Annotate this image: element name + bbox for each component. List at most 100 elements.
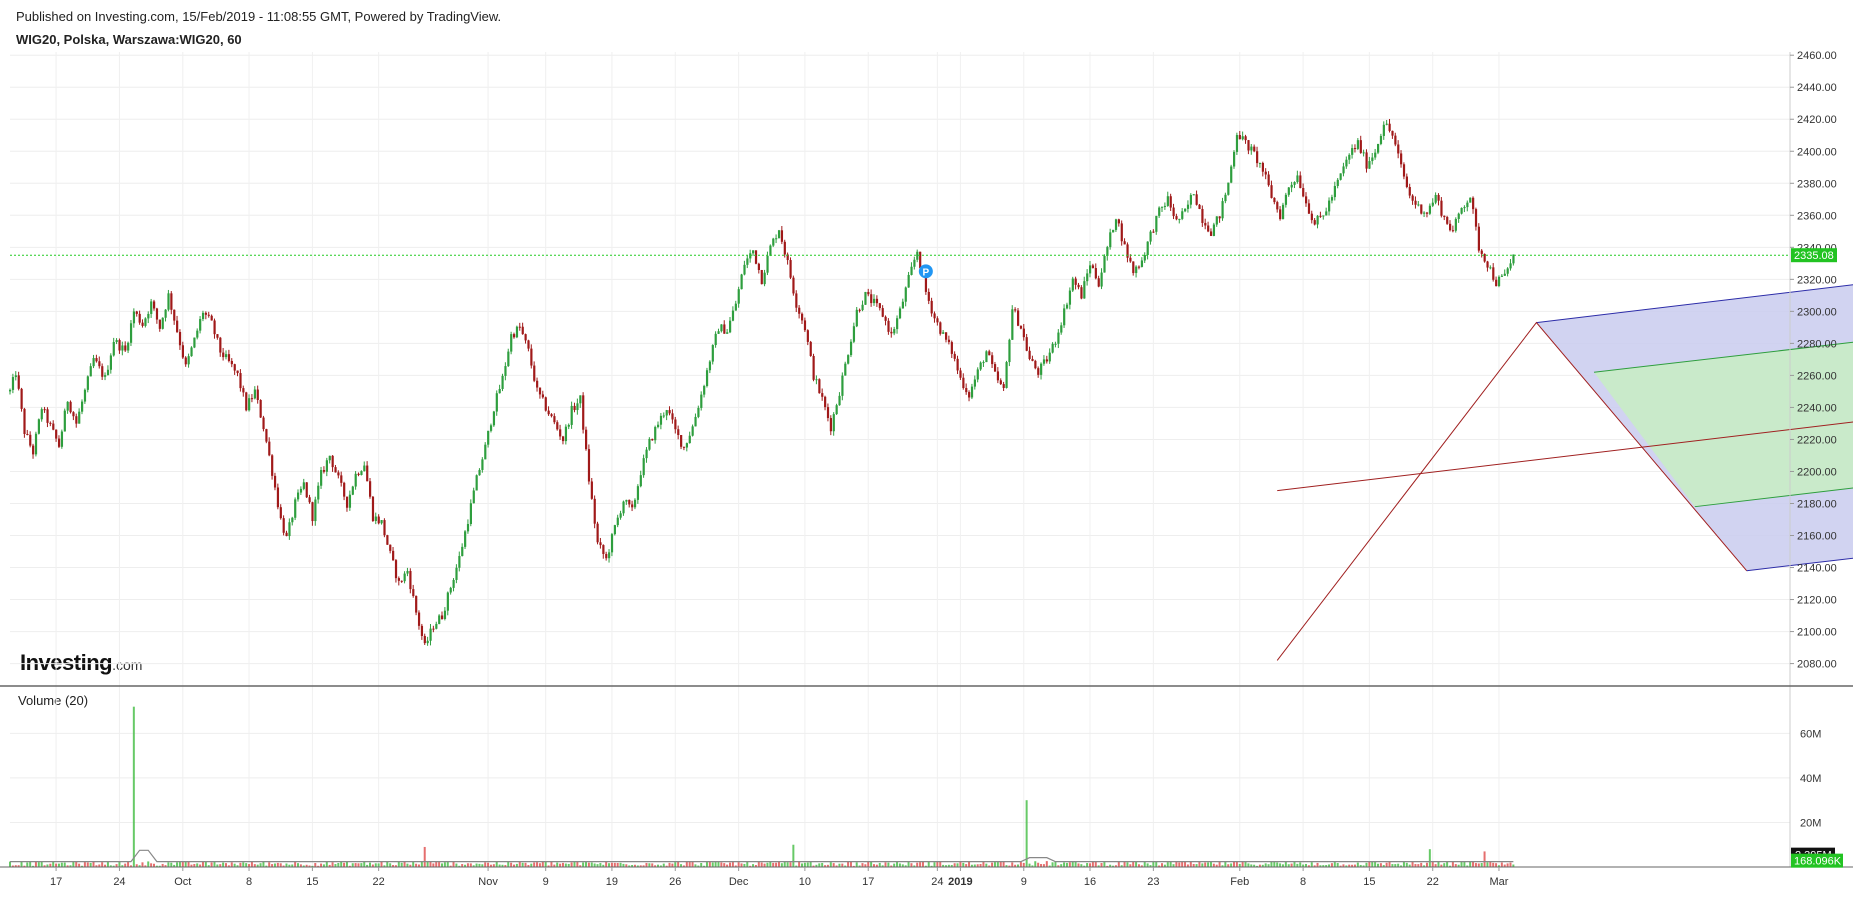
time-tick-label: 8 xyxy=(1300,876,1306,888)
volume-bar xyxy=(901,864,904,867)
candle-body xyxy=(590,481,593,499)
volume-bar xyxy=(291,864,294,867)
volume-bar xyxy=(481,864,484,867)
volume-bar xyxy=(746,860,749,867)
volume-bar xyxy=(498,864,501,867)
last-price-badge xyxy=(1791,248,1837,263)
candle-body xyxy=(1437,194,1440,201)
volume-bar xyxy=(271,864,274,867)
candle-body xyxy=(89,366,92,377)
volume-bar xyxy=(268,862,271,867)
volume-bar xyxy=(1477,863,1480,867)
candle-body xyxy=(397,578,400,581)
price-tick-label: 2420.00 xyxy=(1797,114,1837,126)
candle-body xyxy=(1014,309,1017,311)
volume-bar xyxy=(993,862,996,867)
candle-body xyxy=(1204,222,1207,226)
candle-body xyxy=(1068,290,1072,305)
candle-body xyxy=(1431,202,1434,206)
candle-body xyxy=(435,623,438,629)
volume-bar xyxy=(265,865,268,867)
volume-bar xyxy=(337,862,340,867)
candle-body xyxy=(1253,146,1256,152)
volume-bar xyxy=(32,865,35,867)
candle-body xyxy=(622,501,625,514)
volume-bar xyxy=(242,862,245,867)
time-tick-label: 24 xyxy=(113,876,125,888)
volume-bar xyxy=(1365,862,1368,867)
candle-body xyxy=(40,409,43,420)
candle-body xyxy=(1109,232,1112,248)
volume-bar xyxy=(1137,864,1140,867)
candle-body xyxy=(374,516,377,521)
candle-body xyxy=(861,304,864,311)
candle-body xyxy=(276,487,280,508)
volume-bar xyxy=(400,862,403,867)
candle-body xyxy=(187,356,190,365)
volume-bar xyxy=(1296,863,1299,867)
volume-bar xyxy=(1290,863,1293,867)
volume-bar xyxy=(852,865,855,867)
volume-bar xyxy=(176,862,179,867)
candle-body xyxy=(1189,195,1192,205)
volume-bar xyxy=(1391,864,1394,867)
candle-body xyxy=(561,436,565,442)
candle-body xyxy=(1019,325,1023,329)
volume-bar xyxy=(1100,863,1103,867)
volume-bar xyxy=(302,865,305,867)
volume-bar xyxy=(147,861,150,867)
volume-bar xyxy=(354,863,357,867)
candle-body xyxy=(343,482,346,497)
volume-bar xyxy=(412,861,415,867)
volume-bar xyxy=(737,862,740,867)
volume-ma-line xyxy=(10,849,1514,863)
candle-body xyxy=(1353,148,1357,150)
candle-body xyxy=(881,308,884,317)
candle-body xyxy=(1287,187,1290,195)
volume-bar xyxy=(279,863,282,867)
candle-body xyxy=(1279,209,1282,220)
time-tick-label: 8 xyxy=(246,876,252,888)
candle-body xyxy=(631,504,634,508)
candle-body xyxy=(1158,207,1161,216)
volume-bar xyxy=(20,861,23,867)
candle-body xyxy=(271,455,274,476)
volume-bar xyxy=(1083,865,1086,867)
volume-bar xyxy=(507,861,510,867)
channel-median-line xyxy=(1277,421,1853,492)
volume-bar xyxy=(1034,861,1037,867)
candle-body xyxy=(1172,207,1175,217)
candle-body xyxy=(988,351,991,356)
volume-bar xyxy=(1120,865,1123,867)
candle-body xyxy=(495,393,498,412)
candle-body xyxy=(708,361,712,371)
candle-body xyxy=(216,334,219,338)
candle-body xyxy=(230,360,233,365)
candle-body xyxy=(1293,182,1296,185)
volume-bar xyxy=(305,864,308,867)
candle-body xyxy=(29,434,32,446)
volume-bar xyxy=(1186,864,1189,867)
candle-body xyxy=(705,370,709,386)
volume-bar xyxy=(190,864,193,867)
volume-bar xyxy=(1428,849,1431,867)
volume-bar xyxy=(812,865,815,867)
volume-last-badge-label: 168.096K xyxy=(1794,856,1842,868)
volume-bar xyxy=(668,862,671,867)
volume-bar xyxy=(1204,862,1207,867)
candle-body xyxy=(66,401,69,411)
candle-body xyxy=(628,499,631,505)
volume-bar xyxy=(432,863,435,867)
candle-body xyxy=(1405,176,1408,187)
candle-body xyxy=(1186,204,1190,209)
candle-body xyxy=(919,251,922,269)
candle-body xyxy=(423,635,426,644)
volume-bar xyxy=(1512,864,1515,867)
candle-body xyxy=(52,423,55,430)
candle-body xyxy=(1097,278,1100,287)
volume-bar xyxy=(1348,864,1351,867)
candle-body xyxy=(536,380,539,388)
volume-bar xyxy=(945,865,947,867)
volume-bar xyxy=(63,862,66,867)
